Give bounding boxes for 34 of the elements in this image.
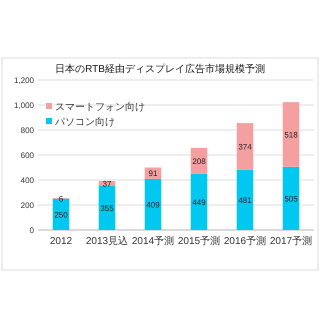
data-label: 374 [238, 142, 252, 152]
chart-title: 日本のRTB経由ディスプレイ広告市場規模予測 [55, 63, 265, 75]
x-tick-label: 2015予測 [178, 235, 220, 247]
bar [236, 170, 254, 230]
legend-label: スマートフォン向け [55, 101, 145, 113]
bar [190, 148, 208, 174]
x-tick-label: 2017予測 [270, 235, 312, 247]
bar [282, 166, 300, 230]
data-label: 481 [238, 196, 252, 205]
legend-label: パソコン向け [54, 116, 115, 128]
bar [98, 186, 116, 230]
y-tick-label: 0 [30, 226, 35, 235]
data-label: 518 [284, 130, 298, 140]
y-tick-label: 400 [20, 176, 35, 185]
x-tick-label: 2012 [50, 236, 73, 247]
x-tick-label: 2013見込 [86, 235, 128, 247]
data-label: 208 [192, 156, 206, 166]
bar [190, 174, 208, 230]
bar [144, 178, 162, 230]
y-tick-label: 1,000 [14, 101, 35, 110]
y-tick-label: 200 [20, 201, 35, 210]
y-tick-label: 600 [20, 151, 35, 160]
data-label: 250 [54, 210, 68, 220]
y-tick-label: 800 [20, 126, 35, 135]
bar [236, 123, 254, 170]
data-label: 409 [146, 200, 160, 210]
bar [282, 102, 300, 167]
x-tick-label: 2014予測 [132, 235, 174, 247]
y-tick-label: 1,200 [14, 76, 35, 85]
data-label: 355 [100, 204, 114, 213]
x-tick-label: 2016予測 [224, 235, 266, 247]
data-label: 91 [148, 169, 158, 178]
data-label: 449 [192, 198, 206, 207]
data-label: 505 [284, 194, 298, 204]
